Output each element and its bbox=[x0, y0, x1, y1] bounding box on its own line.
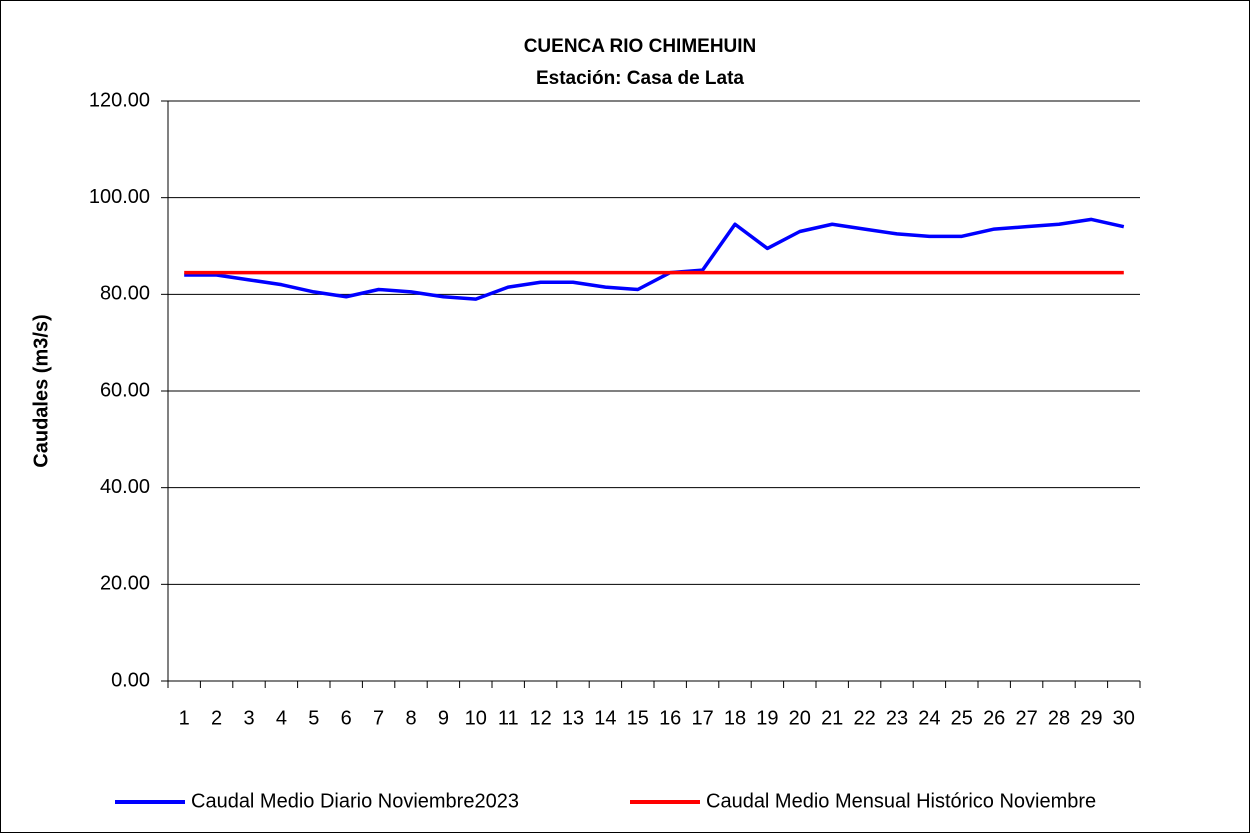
x-tick-label: 21 bbox=[821, 707, 843, 729]
x-tick-label: 16 bbox=[659, 707, 681, 729]
x-tick-label: 14 bbox=[594, 707, 616, 729]
x-tick-label: 17 bbox=[691, 707, 713, 729]
y-tick-label: 120.00 bbox=[89, 89, 150, 111]
x-tick-label: 19 bbox=[756, 707, 778, 729]
x-tick-label: 5 bbox=[308, 707, 319, 729]
legend-label: Caudal Medio Diario Noviembre2023 bbox=[191, 790, 519, 812]
x-tick-label: 1 bbox=[179, 707, 190, 729]
x-tick-label: 30 bbox=[1113, 707, 1135, 729]
x-tick-label: 9 bbox=[438, 707, 449, 729]
x-tick-label: 25 bbox=[951, 707, 973, 729]
x-tick-label: 11 bbox=[498, 707, 519, 729]
x-tick-label: 26 bbox=[983, 707, 1005, 729]
y-tick-label: 60.00 bbox=[100, 379, 150, 401]
y-axis-label: Caudales (m3/s) bbox=[30, 314, 52, 467]
x-tick-label: 7 bbox=[373, 707, 384, 729]
x-tick-label: 28 bbox=[1048, 707, 1070, 729]
x-tick-label: 6 bbox=[341, 707, 352, 729]
x-tick-label: 4 bbox=[276, 707, 287, 729]
x-tick-label: 29 bbox=[1080, 707, 1102, 729]
x-tick-label: 22 bbox=[853, 707, 875, 729]
x-tick-label: 15 bbox=[627, 707, 649, 729]
y-tick-label: 20.00 bbox=[100, 573, 150, 595]
x-tick-label: 18 bbox=[724, 707, 746, 729]
x-tick-label: 12 bbox=[529, 707, 551, 729]
x-tick-label: 3 bbox=[243, 707, 254, 729]
x-tick-label: 13 bbox=[562, 707, 584, 729]
x-tick-label: 27 bbox=[1015, 707, 1037, 729]
legend-label: Caudal Medio Mensual Histórico Noviembre bbox=[706, 790, 1096, 812]
chart-title: CUENCA RIO CHIMEHUIN bbox=[524, 36, 757, 57]
series-line bbox=[184, 217, 1125, 301]
x-tick-label: 23 bbox=[886, 707, 908, 729]
x-tick-label: 10 bbox=[465, 707, 487, 729]
y-tick-label: 40.00 bbox=[100, 476, 150, 498]
x-tick-label: 20 bbox=[789, 707, 811, 729]
y-tick-label: 80.00 bbox=[100, 283, 150, 305]
x-tick-label: 2 bbox=[211, 707, 222, 729]
x-tick-label: 8 bbox=[405, 707, 416, 729]
x-tick-label: 24 bbox=[918, 707, 940, 729]
chart-subtitle: Estación: Casa de Lata bbox=[536, 68, 744, 89]
y-tick-label: 100.00 bbox=[89, 186, 150, 208]
y-tick-label: 0.00 bbox=[111, 669, 150, 691]
